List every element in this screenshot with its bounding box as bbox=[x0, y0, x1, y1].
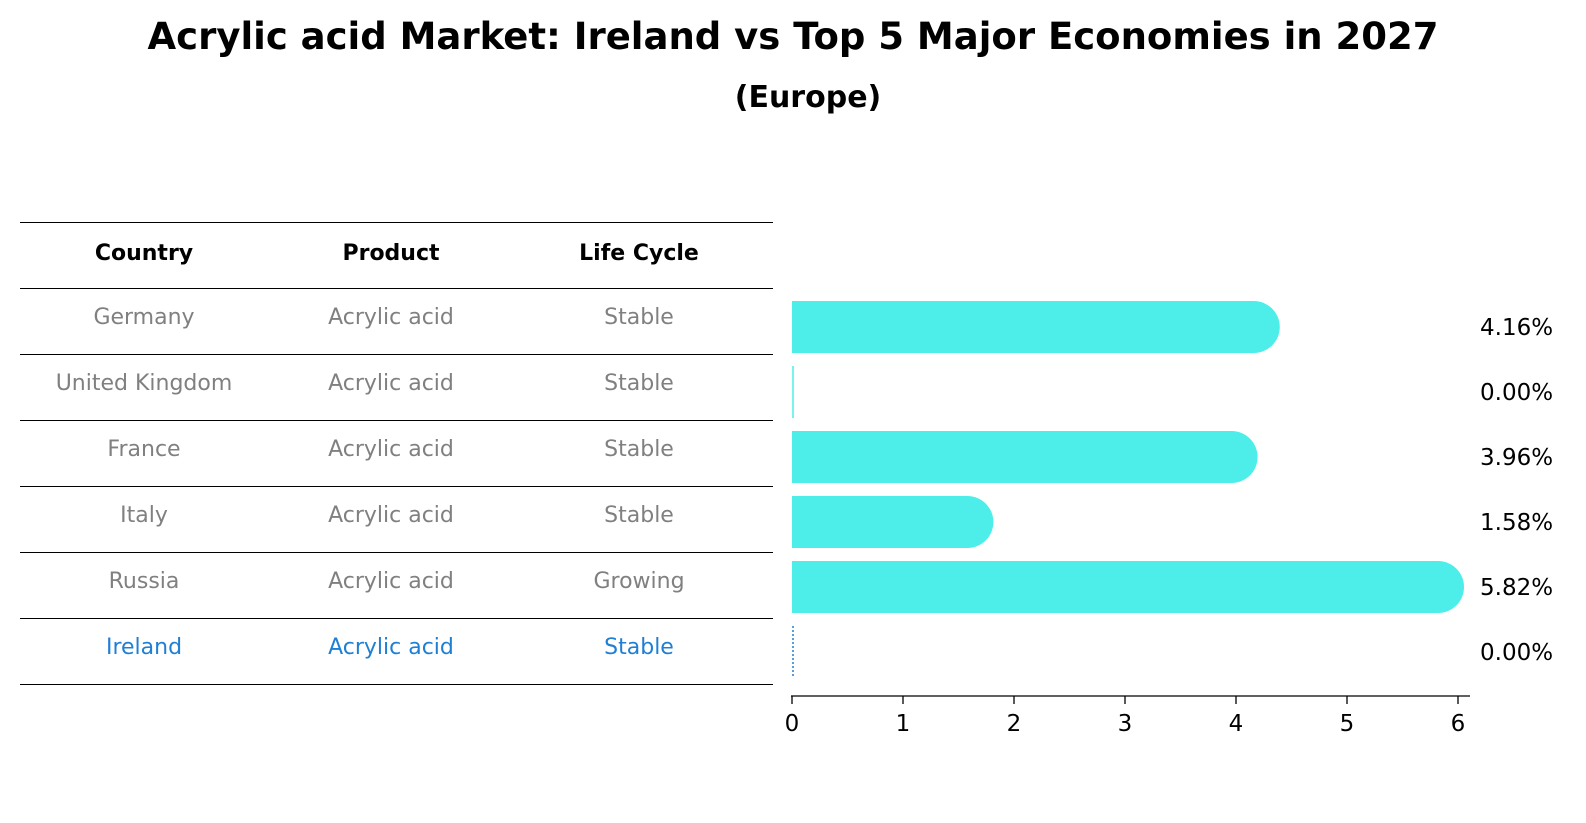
x-axis-tick-label: 5 bbox=[1340, 711, 1355, 737]
table-cell-product-highlight: Acrylic acid bbox=[328, 635, 454, 660]
chart-title: Acrylic acid Market: Ireland vs Top 5 Ma… bbox=[147, 15, 1439, 58]
bar-france bbox=[792, 431, 1258, 483]
table-cell-life-cycle: Stable bbox=[604, 305, 674, 330]
table-cell-country: Germany bbox=[93, 305, 195, 330]
value-label: 0.00% bbox=[1480, 640, 1553, 666]
table-cell-country: Italy bbox=[120, 503, 168, 528]
bar-italy bbox=[792, 496, 994, 548]
table-rule bbox=[20, 222, 773, 223]
table-rule bbox=[20, 618, 773, 619]
x-axis-tick-label: 2 bbox=[1007, 711, 1022, 737]
table-cell-life-cycle-highlight: Stable bbox=[604, 635, 674, 660]
table-rule bbox=[20, 684, 773, 685]
table-cell-life-cycle: Growing bbox=[593, 569, 685, 594]
x-axis-tick-label: 3 bbox=[1118, 711, 1133, 737]
table-cell-life-cycle: Stable bbox=[604, 371, 674, 396]
chart-subtitle: (Europe) bbox=[734, 80, 882, 115]
header-product: Product bbox=[342, 241, 440, 266]
header-country: Country bbox=[94, 241, 194, 266]
value-label: 4.16% bbox=[1480, 315, 1553, 341]
table-cell-country: Russia bbox=[108, 569, 180, 594]
value-label: 0.00% bbox=[1480, 380, 1553, 406]
table-cell-country: United Kingdom bbox=[55, 371, 233, 396]
table-rule bbox=[20, 486, 773, 487]
table-cell-product: Acrylic acid bbox=[328, 437, 454, 462]
bar-russia bbox=[792, 561, 1465, 613]
table-cell-product: Acrylic acid bbox=[328, 569, 454, 594]
table-rule bbox=[20, 552, 773, 553]
table-cell-product: Acrylic acid bbox=[328, 305, 454, 330]
table-cell-life-cycle: Stable bbox=[604, 503, 674, 528]
value-label: 3.96% bbox=[1480, 445, 1553, 471]
header-life-cycle: Life Cycle bbox=[579, 241, 699, 266]
table-cell-life-cycle: Stable bbox=[604, 437, 674, 462]
value-label: 5.82% bbox=[1480, 575, 1553, 601]
x-axis-tick-label: 0 bbox=[785, 711, 800, 737]
table-cell-country-highlight: Ireland bbox=[105, 635, 183, 660]
x-axis-tick-label: 4 bbox=[1229, 711, 1244, 737]
table-cell-product: Acrylic acid bbox=[328, 503, 454, 528]
x-axis-tick-label: 6 bbox=[1451, 711, 1466, 737]
table-cell-country: France bbox=[107, 437, 181, 462]
bar-germany bbox=[792, 301, 1280, 353]
table-rule bbox=[20, 288, 773, 289]
table-rule bbox=[20, 420, 773, 421]
value-label: 1.58% bbox=[1480, 510, 1553, 536]
x-axis-tick-label: 1 bbox=[896, 711, 911, 737]
table-rule bbox=[20, 354, 773, 355]
table-cell-product: Acrylic acid bbox=[328, 371, 454, 396]
